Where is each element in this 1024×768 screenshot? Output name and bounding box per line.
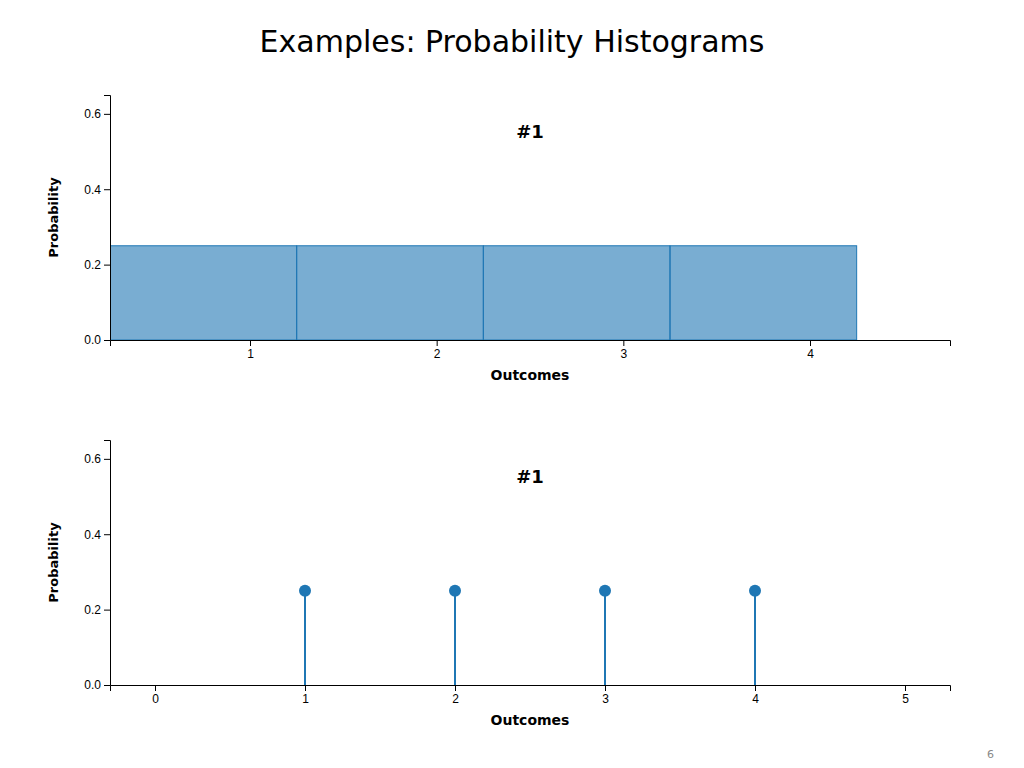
bar xyxy=(110,246,297,340)
tick-label: 2 xyxy=(434,347,441,361)
tick: 0.0 xyxy=(84,333,110,347)
bar xyxy=(670,246,857,340)
tick: 3 xyxy=(620,340,627,361)
tick-label: 1 xyxy=(247,347,254,361)
tick-mark xyxy=(104,265,110,266)
tick-mark xyxy=(623,340,624,346)
tick-mark xyxy=(250,340,251,346)
marks xyxy=(110,246,857,340)
tick-mark xyxy=(104,610,110,611)
marks xyxy=(299,585,761,685)
y-axis: 0.0 0.2 0.4 0.6 xyxy=(84,441,110,693)
y-axis-title: Probability xyxy=(46,177,61,258)
title: Examples: Probability Histograms xyxy=(260,24,765,59)
tick: 5 xyxy=(902,685,909,706)
point xyxy=(449,585,461,597)
tick-label: 0.2 xyxy=(84,258,101,272)
tick-label: 4 xyxy=(752,692,759,706)
tick-label: 0.6 xyxy=(84,107,101,121)
tick: 4 xyxy=(752,685,759,706)
stem xyxy=(454,591,456,685)
tick-label: 3 xyxy=(620,347,627,361)
tick-label: 0.4 xyxy=(84,528,101,542)
point xyxy=(599,585,611,597)
tick: 4 xyxy=(807,340,814,361)
tick: 1 xyxy=(247,340,254,361)
tick: 0.4 xyxy=(84,183,110,197)
tick-mark xyxy=(905,685,906,691)
stem xyxy=(754,591,756,685)
point xyxy=(749,585,761,597)
tick-mark xyxy=(104,534,110,535)
tick-mark xyxy=(455,685,456,691)
tick: 1 xyxy=(302,685,309,706)
tick: 0 xyxy=(152,685,159,706)
tick-label: 0 xyxy=(152,692,159,706)
tick-label: 0.0 xyxy=(84,678,101,692)
tick-label: 0.0 xyxy=(84,333,101,347)
x-axis: 0 1 2 3 4 5 xyxy=(111,685,951,706)
tick-label: 2 xyxy=(452,692,459,706)
tick-mark xyxy=(437,340,438,346)
tick-label: 1 xyxy=(302,692,309,706)
tick-mark xyxy=(305,685,306,691)
tick-mark xyxy=(104,189,110,190)
figure: Examples: Probability Histograms 6 1 2 3 4 0.0… xyxy=(0,0,1024,768)
chart: 1 2 3 4 0.0 0.2 0.4 0.6 Outcomes Probability #1 xyxy=(46,96,951,384)
tick: 0.2 xyxy=(84,603,110,617)
tick: 0.6 xyxy=(84,107,110,121)
point xyxy=(299,585,311,597)
tick-label: 3 xyxy=(602,692,609,706)
tick: 3 xyxy=(602,685,609,706)
axis-line xyxy=(111,686,951,692)
tick: 0.0 xyxy=(84,678,110,692)
axis-line xyxy=(104,96,111,341)
tick-mark xyxy=(104,685,110,686)
y-axis: 0.0 0.2 0.4 0.6 xyxy=(84,96,110,348)
stem xyxy=(304,591,306,685)
tick-label: 0.2 xyxy=(84,603,101,617)
tick-mark xyxy=(104,114,110,115)
tick-mark xyxy=(755,685,756,691)
x-axis-title: Outcomes xyxy=(491,712,570,728)
tick-mark xyxy=(155,685,156,691)
tick: 0.6 xyxy=(84,452,110,466)
axis-line xyxy=(111,341,951,347)
x-axis: 1 2 3 4 xyxy=(111,340,951,361)
bar xyxy=(297,246,484,340)
tick: 2 xyxy=(434,340,441,361)
annotation: #1 xyxy=(516,121,544,142)
chart: 0 1 2 3 4 5 0.0 0.2 0.4 0.6 Outcomes Probability #1 xyxy=(46,441,951,729)
tick-mark xyxy=(605,685,606,691)
annotation: #1 xyxy=(516,466,544,487)
tick: 2 xyxy=(452,685,459,706)
x-axis-title: Outcomes xyxy=(491,367,570,383)
y-axis-title: Probability xyxy=(46,522,61,603)
bar xyxy=(483,246,670,340)
tick-label: 5 xyxy=(902,692,909,706)
page-number: 6 xyxy=(987,748,994,761)
tick-label: 0.6 xyxy=(84,452,101,466)
axis-line xyxy=(104,441,111,686)
tick-mark xyxy=(104,340,110,341)
tick: 0.4 xyxy=(84,528,110,542)
tick-mark xyxy=(104,459,110,460)
tick-label: 0.4 xyxy=(84,183,101,197)
tick-mark xyxy=(810,340,811,346)
tick-label: 4 xyxy=(807,347,814,361)
stem xyxy=(604,591,606,685)
tick: 0.2 xyxy=(84,258,110,272)
